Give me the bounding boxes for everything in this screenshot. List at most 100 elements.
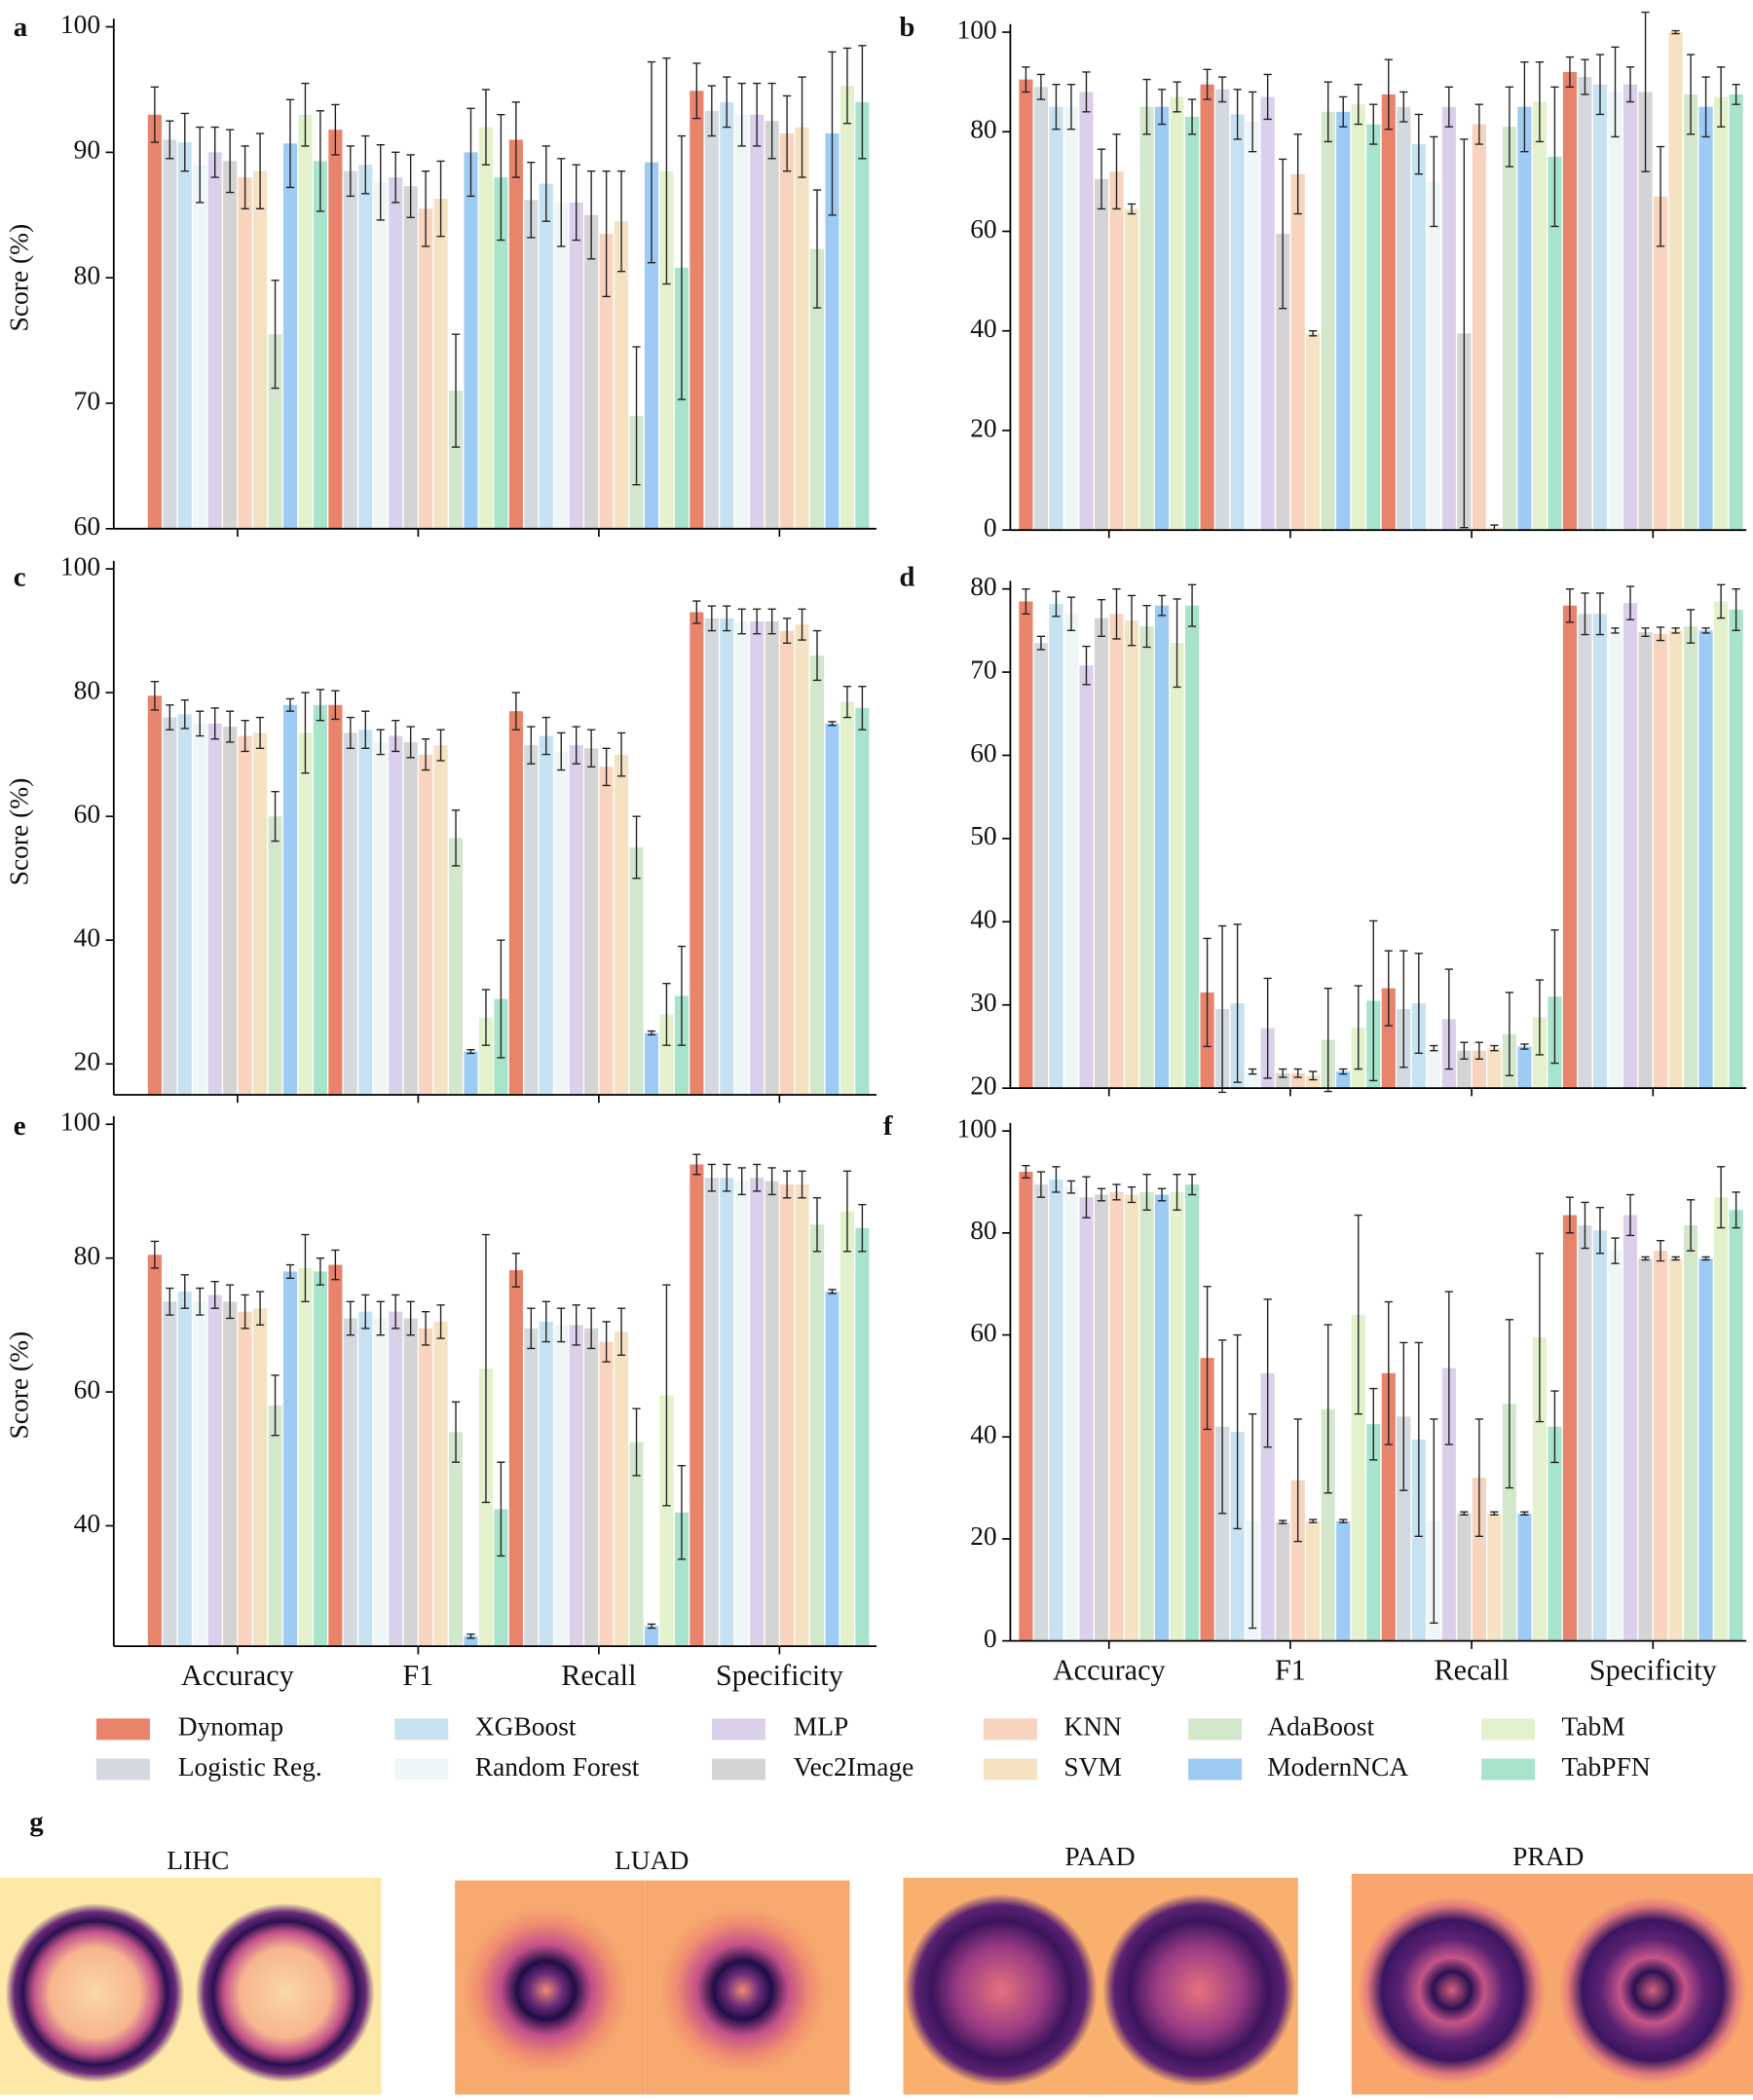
legend-swatch	[983, 1718, 1037, 1741]
error-bar	[662, 1284, 671, 1507]
bar	[1592, 1230, 1608, 1641]
error-bar	[782, 1170, 792, 1199]
error-bar	[767, 82, 776, 160]
bar	[1653, 633, 1668, 1089]
error-bar	[196, 1287, 205, 1316]
error-bar	[436, 729, 445, 762]
legend-label: TabM	[1562, 1712, 1625, 1742]
bar	[207, 1294, 222, 1647]
bar	[419, 754, 433, 1096]
bar	[765, 121, 779, 529]
y-tick-label: 80	[970, 1216, 996, 1245]
y-axis-label: Score (%)	[4, 1331, 33, 1440]
error-bar	[1686, 54, 1696, 135]
error-bar	[1490, 1044, 1499, 1052]
error-bar	[1052, 1166, 1061, 1193]
error-bar	[1444, 968, 1453, 1070]
bar	[1608, 1251, 1622, 1641]
error-bar	[1444, 86, 1453, 128]
bar	[464, 1051, 478, 1096]
panel: a Score (%) 60 70 80 90 100	[4, 10, 876, 541]
bar	[328, 1264, 343, 1647]
error-bar	[767, 608, 776, 635]
bar	[494, 1509, 508, 1647]
bar	[1336, 1071, 1351, 1089]
bar	[1608, 630, 1622, 1089]
bar	[1517, 1046, 1532, 1089]
bar	[298, 1267, 313, 1647]
error-bar	[1565, 587, 1575, 623]
error-bar	[1173, 81, 1181, 113]
bar	[464, 152, 478, 529]
legend-swatch	[1188, 1758, 1243, 1781]
error-bar	[1430, 1044, 1438, 1052]
error-bar	[1641, 1256, 1650, 1261]
bar	[1033, 643, 1048, 1089]
bar	[524, 1328, 539, 1647]
error-bar	[1217, 1339, 1227, 1515]
error-bar	[150, 680, 159, 711]
error-bar	[180, 112, 189, 172]
error-bar	[406, 726, 415, 759]
error-bar	[376, 729, 385, 756]
error-bar	[1474, 1041, 1483, 1060]
bar	[478, 1369, 493, 1647]
error-bar	[1671, 1256, 1680, 1261]
bar	[268, 1405, 282, 1647]
bar	[839, 701, 854, 1096]
panel-label: b	[899, 12, 914, 43]
bar	[704, 1178, 719, 1647]
bar	[615, 221, 629, 529]
error-bar	[527, 1307, 536, 1350]
error-bar	[392, 719, 400, 753]
error-bar	[255, 132, 265, 210]
error-bar	[451, 333, 461, 448]
bar	[177, 714, 192, 1096]
error-bar	[692, 1153, 701, 1176]
error-bar	[812, 189, 822, 309]
bar	[478, 127, 493, 529]
bar	[177, 1292, 192, 1647]
bar	[1079, 665, 1094, 1089]
error-bar	[1399, 950, 1408, 1069]
error-bar	[1414, 953, 1423, 1054]
bar	[1457, 1050, 1472, 1089]
bar	[1049, 1179, 1063, 1641]
error-bar	[737, 608, 746, 635]
error-bar	[180, 1274, 189, 1309]
error-bar	[1279, 1519, 1287, 1524]
bar	[1200, 84, 1214, 531]
error-bar	[602, 169, 611, 298]
image-ring	[1358, 1896, 1547, 2084]
bar	[193, 723, 207, 1096]
error-bar	[1339, 1519, 1348, 1523]
bar	[1139, 1191, 1154, 1641]
bar	[1698, 630, 1713, 1089]
bar	[1185, 116, 1200, 531]
bar	[448, 1432, 464, 1647]
error-bar	[647, 1623, 656, 1630]
bar	[223, 161, 238, 529]
bar	[1260, 1372, 1275, 1641]
bar	[1321, 1408, 1335, 1641]
y-axis-label: Score (%)	[4, 778, 33, 886]
error-bar	[767, 1167, 776, 1196]
x-tick-label: F1	[402, 1659, 433, 1692]
error-bar	[346, 716, 354, 749]
error-bar	[271, 1374, 280, 1437]
bar	[1109, 1191, 1124, 1641]
bar	[734, 1181, 749, 1647]
error-bar	[1550, 929, 1559, 1065]
bar	[1124, 1194, 1139, 1641]
error-bar	[1641, 11, 1650, 172]
bar	[147, 695, 162, 1096]
bar	[193, 1301, 207, 1647]
bar	[644, 162, 659, 529]
bar	[1230, 1432, 1245, 1641]
bar	[1351, 104, 1365, 531]
error-bar	[451, 809, 461, 867]
image-ring	[1102, 1894, 1296, 2087]
error-bar	[210, 126, 219, 178]
bar	[1668, 32, 1683, 531]
error-bar	[497, 114, 505, 242]
